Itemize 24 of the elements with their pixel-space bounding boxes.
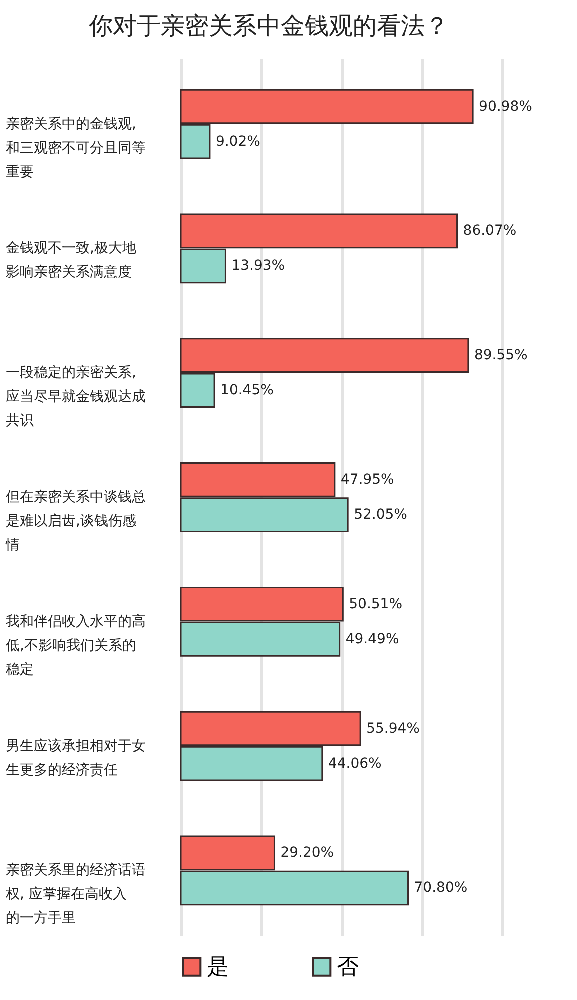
data-label: 13.93% xyxy=(232,258,286,274)
y-tick-label: 亲密关系里的经济话语权, 应掌握在高收入的一方手里 xyxy=(5,862,146,927)
data-label: 29.20% xyxy=(280,845,334,862)
data-label: 50.51% xyxy=(349,596,403,612)
legend-label: 是 xyxy=(207,955,229,980)
legend-label: 否 xyxy=(337,955,359,980)
chart-title: 你对于亲密关系中金钱观的看法？ xyxy=(88,12,450,40)
data-label: 44.06% xyxy=(328,756,382,772)
data-label: 55.94% xyxy=(366,720,420,737)
data-label: 86.07% xyxy=(463,223,517,240)
data-label: 70.80% xyxy=(414,880,468,896)
y-tick-label: 亲密关系中的金钱观,和三观密不可分且同等重要 xyxy=(6,116,146,180)
data-label: 47.95% xyxy=(340,472,394,488)
data-label: 90.98% xyxy=(479,98,532,115)
y-tick-label: 金钱观不一致,极大地影响亲密关系满意度 xyxy=(6,240,136,281)
y-tick-label: 男生应该承担相对于女生更多的经济责任 xyxy=(6,738,146,778)
data-label: 10.45% xyxy=(220,382,274,399)
data-label: 49.49% xyxy=(346,631,400,648)
y-tick-label: 一段稳定的亲密关系,应当尽早就金钱观达成共识 xyxy=(6,365,146,430)
data-label: 89.55% xyxy=(474,348,528,364)
y-tick-label: 我和伴侣收入水平的高低,不影响我们关系的稳定 xyxy=(6,614,146,678)
y-tick-label: 但在亲密关系中谈钱总是难以启齿,谈钱伤感情 xyxy=(5,490,146,554)
data-label: 52.05% xyxy=(354,507,408,524)
data-label: 9.02% xyxy=(216,134,260,150)
